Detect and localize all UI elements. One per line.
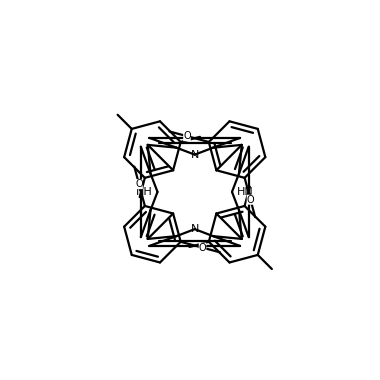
Text: O: O [247,195,254,205]
Text: NH: NH [135,187,152,197]
Text: O: O [135,179,143,189]
Text: N: N [190,150,199,160]
Text: O: O [183,131,191,141]
Text: HN: HN [237,187,254,197]
Text: N: N [190,224,199,234]
Text: O: O [199,243,206,253]
